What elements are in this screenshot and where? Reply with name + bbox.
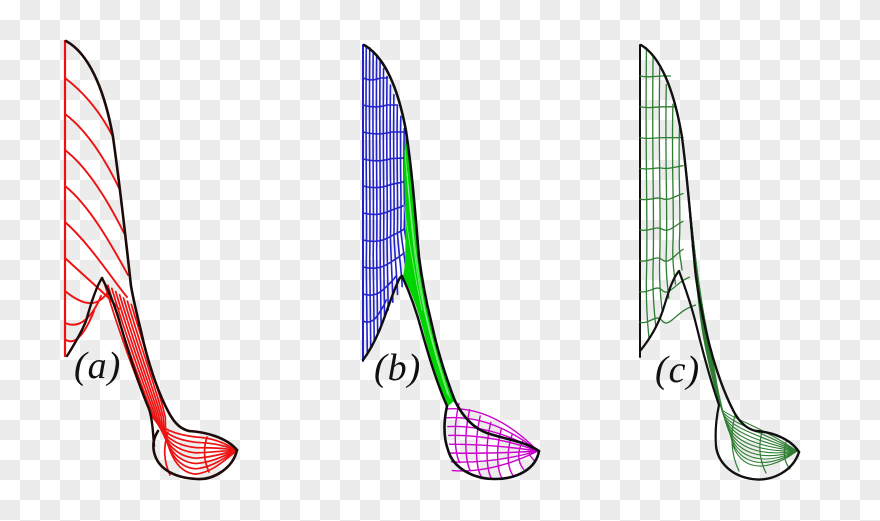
mesh-vertical-line [372, 50, 375, 342]
panel-label-c: (c) [655, 349, 701, 391]
envelope-outline [64, 39, 191, 433]
surface-profile-line [64, 77, 113, 136]
jet-left-outline [100, 276, 156, 448]
mesh-horizontal-line [639, 106, 676, 109]
mesh-horizontal-line [639, 75, 672, 78]
mesh-horizontal-line [639, 220, 684, 232]
crest-arch-outline [361, 274, 404, 362]
crest-arch-outline [638, 269, 681, 353]
scoop-cross-line [454, 402, 461, 464]
mesh-vertical-line [645, 47, 650, 340]
jet-face-streak [403, 204, 423, 311]
mesh-vertical-line [665, 83, 670, 299]
scoop-top-outline [187, 429, 239, 452]
mesh-horizontal-line [362, 204, 405, 216]
mesh-horizontal-line [639, 136, 684, 140]
jet-bundle-line [691, 244, 798, 467]
mesh-vertical-line [385, 75, 389, 311]
jet-face-streak [406, 171, 451, 399]
jet-left-outline [677, 269, 721, 448]
mesh-horizontal-line [362, 104, 399, 108]
mesh-horizontal-line [362, 180, 405, 189]
surface-profile-line [64, 295, 102, 326]
mesh-vertical-line [658, 67, 663, 313]
scoop-longitudinal-line [445, 407, 539, 452]
panel-a-wireframe [63, 39, 239, 481]
scoop-cross-line [496, 427, 504, 480]
mesh-vertical-line [368, 46, 372, 349]
mesh-horizontal-line [362, 251, 405, 270]
mesh-horizontal-line [362, 77, 389, 81]
panel-c-wireframe [638, 43, 801, 481]
surface-profile-line [64, 149, 125, 234]
jet-left-outline [400, 274, 449, 408]
mesh-vertical-line [396, 104, 403, 288]
scoop-longitudinal-line [448, 443, 539, 452]
surface-profile-line [64, 185, 129, 276]
jet-face-streak [404, 149, 449, 396]
surface-profile-line [65, 310, 95, 343]
mesh-vertical-line [382, 67, 386, 319]
mesh-vertical-line [392, 93, 399, 296]
panel-b-wireframe [361, 43, 541, 481]
mesh-horizontal-line [639, 304, 697, 324]
mesh-vertical-line [389, 84, 394, 304]
scoop-top-outline [453, 399, 541, 453]
panel-label-a: (a) [74, 345, 122, 387]
mesh-vertical-line [375, 55, 379, 334]
scoop-cross-line [486, 421, 493, 480]
mesh-vertical-line [671, 103, 677, 285]
envelope-outline [362, 43, 457, 403]
scoop-bottom-outline [443, 404, 541, 481]
scoop-cross-line [759, 431, 767, 474]
mesh-horizontal-line [362, 131, 405, 135]
panel-label-b: (b) [374, 347, 422, 389]
mesh-horizontal-line [362, 228, 405, 243]
scoop-cross-line [731, 414, 740, 472]
mesh-horizontal-line [362, 299, 387, 323]
mesh-horizontal-line [639, 192, 684, 201]
mesh-vertical-line [652, 55, 657, 327]
mesh-horizontal-line [639, 248, 684, 262]
crest-arch-outline [65, 276, 104, 358]
mesh-vertical-line [379, 61, 382, 327]
scoop-longitudinal-line [448, 434, 539, 452]
scoop-cross-line [475, 415, 482, 477]
mesh-horizontal-line [639, 165, 684, 170]
scoop-longitudinal-line [451, 450, 539, 472]
scoop-cross-line [528, 446, 535, 462]
mesh-horizontal-line [362, 275, 397, 296]
scoop-cross-line [465, 408, 472, 472]
scoop-bottom-outline [714, 444, 801, 481]
envelope-outline [639, 43, 758, 433]
mesh-horizontal-line [639, 276, 690, 293]
mesh-horizontal-line [362, 157, 405, 162]
scoop-top-outline [754, 429, 801, 454]
scoop-cross-line [518, 440, 525, 471]
mesh-vertical-line [678, 126, 683, 271]
surface-profile-line [64, 221, 128, 298]
mesh-vertical-line [365, 44, 369, 356]
scoop-longitudinal-line [449, 450, 539, 454]
surface-profile-line [64, 113, 120, 189]
scoop-cross-line [203, 436, 210, 473]
